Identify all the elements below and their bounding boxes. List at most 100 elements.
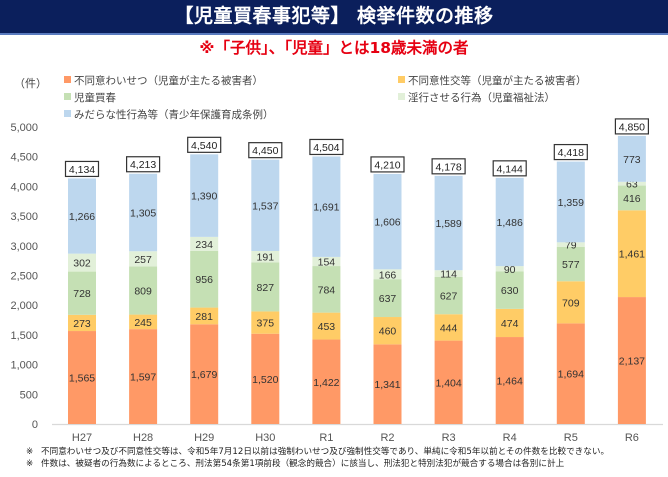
bar-segment [495, 177, 524, 267]
legend-item-midara: みだらな性行為等（青少年保護育成条例） [64, 108, 274, 122]
data-label: 956 [195, 274, 213, 286]
bar-segment [251, 262, 280, 312]
legend-label: 児童買春 [74, 92, 116, 104]
data-label: 1,589 [435, 218, 461, 230]
data-label: 1,341 [374, 379, 400, 391]
total-label: 4,418 [558, 147, 584, 159]
footnotes: ※ 不同意わいせつ及び不同意性交等は、令和5年7月12日以前は強制わいせつ及び強制… [26, 446, 609, 470]
bar-segment [617, 210, 646, 298]
y-tick-label: 4,000 [10, 181, 38, 193]
data-label: 79 [565, 240, 577, 252]
data-label: 90 [504, 264, 516, 276]
bar-segment [129, 266, 158, 315]
bar-segment [129, 314, 158, 330]
data-label: 637 [379, 293, 397, 305]
bar-segment [190, 307, 219, 325]
bar-segment [495, 271, 524, 309]
data-label: 1,606 [374, 217, 400, 229]
footnote-2: ※ 件数は、被疑者の行為数によるところ、刑法第54条第1項前段（観念的競合）に該当… [26, 458, 609, 470]
legend-item-fudoui-seiko: 不同意性交等（児童が主たる被害者） [398, 74, 587, 88]
bar-segment [434, 276, 463, 315]
bar-segment [312, 312, 341, 340]
bar-segment [434, 270, 463, 277]
footnote-text: 不同意わいせつ及び不同意性交等は、令和5年7月12日以前は強制わいせつ及び強制性… [41, 447, 610, 457]
x-tick-label: R6 [625, 432, 639, 444]
bar-segment [190, 324, 219, 424]
data-label: 1,359 [558, 197, 584, 209]
bar-segment [190, 154, 219, 237]
bar-segment [129, 251, 158, 267]
bar-segment [251, 333, 280, 424]
data-label: 577 [562, 259, 580, 271]
data-label: 1,404 [435, 377, 461, 389]
data-label: 474 [501, 318, 519, 330]
bar-segment [251, 159, 280, 251]
data-label: 273 [73, 318, 91, 330]
y-tick-label: 3,500 [10, 211, 38, 223]
bar-segment [312, 266, 341, 313]
y-tick-label: 1,000 [10, 360, 38, 372]
total-label: 4,210 [374, 159, 400, 171]
data-label: 709 [562, 297, 580, 309]
y-axis-unit-label: （件） [14, 77, 47, 90]
y-axis: 0 500 1,000 1,500 2,000 2,500 3,000 3,500 4,000 4… [10, 122, 38, 431]
bar-segment [617, 181, 646, 186]
x-tick-label: R2 [380, 432, 394, 444]
data-label: 154 [318, 256, 336, 268]
bar-segment [190, 250, 219, 308]
bar-segment [434, 340, 463, 424]
data-label: 1,464 [497, 376, 523, 388]
data-label: 257 [134, 254, 152, 266]
bar-segment [68, 314, 96, 332]
x-tick-label: H29 [194, 432, 214, 444]
data-label: 1,597 [130, 372, 156, 384]
bars-group: 1,565 273 728 302 1,266 4,134 1,597 245 809 257 1,… [64, 118, 650, 424]
legend-swatch-icon [398, 93, 405, 100]
data-label: 114 [440, 269, 457, 281]
total-label-box [492, 160, 527, 177]
bar-segment [556, 246, 585, 282]
bar-segment [373, 317, 402, 345]
footnote-mark: ※ [26, 459, 34, 469]
bar-segment [190, 236, 219, 251]
data-label: 281 [195, 311, 213, 323]
data-label: 1,679 [191, 369, 217, 381]
footnote-mark: ※ [26, 447, 34, 457]
data-label: 444 [440, 322, 458, 334]
legend-swatch-icon [398, 76, 405, 83]
total-label-box [614, 118, 650, 135]
x-tick-label: R4 [503, 432, 517, 444]
total-label: 4,450 [252, 145, 278, 157]
data-label: 1,565 [69, 373, 95, 385]
data-label: 630 [501, 285, 519, 297]
total-label-box [370, 156, 405, 173]
total-label-box [553, 143, 588, 161]
data-label: 1,422 [313, 377, 339, 389]
bar-segment [251, 250, 280, 263]
data-label: 416 [623, 193, 641, 205]
bar-segment [495, 337, 524, 424]
legend-label: 不同意わいせつ（児童が主たる被害者） [74, 75, 263, 87]
y-tick-label: 500 [20, 389, 38, 401]
bar-segment [68, 331, 96, 424]
bar-segment [556, 161, 585, 243]
data-label: 773 [623, 154, 641, 166]
bar-segment [129, 329, 158, 424]
total-label-box [431, 158, 466, 175]
bar-segment [312, 156, 341, 257]
data-label: 1,691 [313, 202, 339, 214]
data-label: 302 [73, 258, 91, 270]
data-label: 784 [318, 284, 336, 296]
data-label: 1,461 [619, 249, 645, 261]
total-label-box [64, 160, 100, 178]
legend-item-jido-baishun: 児童買春 [64, 91, 116, 105]
bar-segment [434, 175, 463, 271]
bar-segment [434, 314, 463, 341]
total-label-box [187, 136, 222, 153]
total-label-box [309, 138, 344, 156]
bar-segment [495, 308, 524, 338]
data-label: 453 [318, 321, 336, 333]
bar-segment [312, 339, 341, 424]
data-label: 1,266 [69, 211, 95, 223]
data-label: 191 [257, 252, 275, 264]
